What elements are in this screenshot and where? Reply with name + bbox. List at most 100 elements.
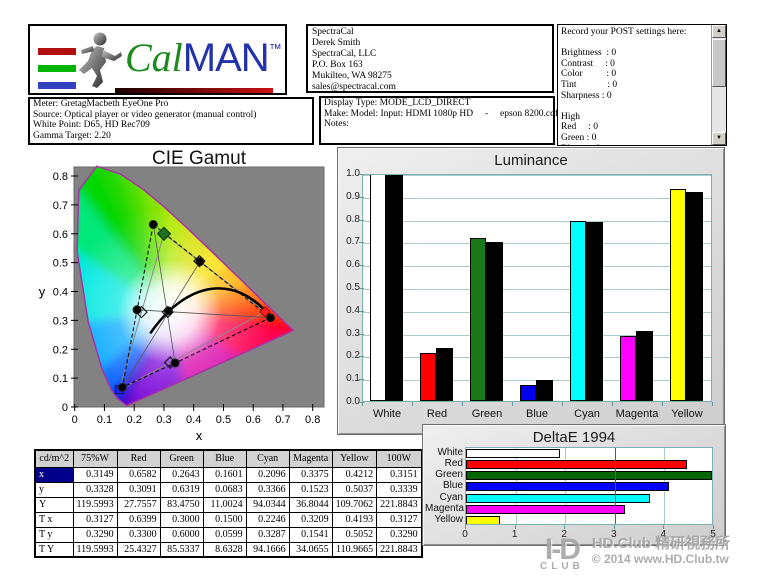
display-info-box: Display Type: MODE_LCD_DIRECT Make: Model… <box>319 96 558 145</box>
table-cell: 0.5037 <box>331 481 378 498</box>
gridline <box>363 357 711 359</box>
gridline <box>363 334 711 336</box>
gridline <box>363 266 711 268</box>
svg-text:0.6: 0.6 <box>246 414 261 426</box>
target-bar-blue <box>520 385 536 401</box>
table-cell: 221.8843 <box>376 541 423 558</box>
svg-text:0.3: 0.3 <box>53 315 68 327</box>
scroll-down-icon[interactable]: ▼ <box>712 132 726 145</box>
table-cell: 83.4750 <box>159 496 204 513</box>
table-cell: 0.3000 <box>159 511 204 528</box>
table-row: y 0.3328 0.3091 0.6319 0.0683 0.3366 0.1523 0.5… <box>34 481 423 498</box>
hdclub-logo-bottom: CLUB <box>540 561 584 572</box>
x-tick-mark <box>713 525 714 529</box>
table-cell: 94.1666 <box>245 541 290 558</box>
table-cell: 109.7062 <box>331 496 378 513</box>
table-row: x 0.3149 0.6582 0.2643 0.1601 0.2096 0.3375 0.4… <box>34 466 423 483</box>
calman-man-text: MAN <box>182 36 270 80</box>
svg-text:0: 0 <box>62 402 68 414</box>
y-tick-mark <box>359 174 364 175</box>
y-tick-mark <box>359 242 364 244</box>
gridline <box>363 289 711 290</box>
hdclub-logo-top: I-D <box>544 533 581 566</box>
table-cell: 0.3328 <box>72 481 118 498</box>
x-tick-label: 0 <box>462 529 468 540</box>
x-tick-label: 1 <box>511 529 518 540</box>
luminance-panel: Luminance 0.0 0.1 0.2 0.3 0.4 0.5 0.6 0.7 0.8 0.9… <box>337 147 725 435</box>
measured-bar-red <box>436 348 453 401</box>
y-tick-label: 0.4 <box>346 304 360 316</box>
table-cell: 119.5993 <box>72 541 118 558</box>
post-scrollbar[interactable]: ▲ ▼ <box>711 25 726 145</box>
hdclub-logo: I-D CLUB <box>540 535 584 572</box>
table-cell: 0.3149 <box>72 466 118 483</box>
category-label: Green <box>471 408 503 420</box>
post-line <box>561 38 708 49</box>
row-label-x[interactable]: x <box>34 466 74 483</box>
svg-text:0.4: 0.4 <box>186 414 201 426</box>
scrollbar-thumb[interactable] <box>712 39 726 87</box>
y-tick-mark <box>359 379 364 381</box>
post-line: High <box>561 111 580 122</box>
table-cell: 0.6000 <box>159 526 204 543</box>
table-cell: 0.2096 <box>245 466 290 483</box>
post-line: Red : 0 <box>561 122 598 133</box>
contact-info-box: SpectraCal Derek Smith SpectraCal, LLC P.O.… <box>306 24 554 93</box>
row-label-t-x[interactable]: T x <box>34 511 74 528</box>
table-cell: 0.4212 <box>331 466 378 483</box>
table-cell: 0.1601 <box>202 466 247 483</box>
table-cell: 36.8044 <box>288 496 333 513</box>
y-tick-label: 0.7 <box>346 236 360 248</box>
deltae-panel: DeltaE 1994 White Red Green Blue Cyan Magenta… <box>422 424 726 546</box>
deltae-label-blue: Blue <box>442 480 463 492</box>
row-label-y[interactable]: Y <box>34 496 74 513</box>
contact-line: SpectraCal <box>312 27 354 37</box>
category-label: Red <box>426 408 448 420</box>
gridline <box>363 175 711 176</box>
measured-bar-cyan <box>586 222 603 401</box>
gridline <box>363 243 711 245</box>
row-label-t-y[interactable]: T Y <box>34 541 74 558</box>
x-tick-mark <box>462 402 463 406</box>
scroll-up-icon[interactable]: ▲ <box>712 25 726 38</box>
table-header-red: Red <box>116 449 161 468</box>
table-cell: 0.3151 <box>376 466 423 483</box>
y-tick-mark <box>359 219 364 221</box>
luminance-plot <box>362 174 712 402</box>
x-tick-mark <box>712 402 713 406</box>
post-line: Color : 0 <box>561 69 617 80</box>
deltae-plot <box>465 447 713 525</box>
deltae-bar-green <box>466 471 712 481</box>
deltae-label-magenta: Magenta <box>425 502 464 514</box>
y-tick-mark <box>359 402 364 403</box>
gridline <box>363 311 711 313</box>
gridline <box>363 220 711 222</box>
svg-text:y: y <box>39 284 46 299</box>
y-tick-mark <box>359 265 364 267</box>
calman-wordmark: CalMAN™ <box>125 34 282 81</box>
measured-bar-magenta <box>636 331 653 401</box>
deltae-bar-blue <box>466 482 670 492</box>
y-tick-mark <box>359 288 364 289</box>
deltae-bar-yellow <box>466 515 500 524</box>
post-line: Contrast : 0 <box>561 58 615 69</box>
target-bar-red <box>420 353 436 401</box>
row-label-t-y[interactable]: T y <box>34 526 74 543</box>
meter-line: White Point: D65, HD Rec709 <box>33 120 150 130</box>
table-cell: 0.3366 <box>245 481 290 498</box>
post-line: Brightness : 0 <box>561 48 617 59</box>
row-label-y[interactable]: y <box>34 481 74 498</box>
y-tick-label: 1.0 <box>346 168 360 179</box>
target-bar-white <box>370 175 386 401</box>
deltae-label-white: White <box>437 447 463 458</box>
target-bar-magenta <box>620 336 636 401</box>
svg-text:0.1: 0.1 <box>97 414 112 426</box>
meter-lines: Meter: GretagMacbeth EyeOne Pro Source: O… <box>30 99 312 141</box>
display-lines: Display Type: MODE_LCD_DIRECT Make: Model… <box>321 98 558 130</box>
table-cell: 25.4327 <box>116 541 161 558</box>
display-line: Notes: <box>324 119 349 129</box>
x-tick-mark <box>512 402 513 406</box>
deltae-label-yellow: Yellow <box>434 513 463 525</box>
deltae-title: DeltaE 1994 <box>532 429 616 446</box>
